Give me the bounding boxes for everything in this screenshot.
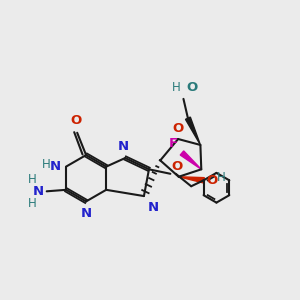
Text: O: O — [206, 174, 218, 187]
Text: N: N — [118, 140, 129, 153]
Text: O: O — [70, 114, 81, 128]
Text: H: H — [28, 173, 37, 186]
Text: N: N — [80, 207, 92, 220]
Polygon shape — [185, 117, 200, 145]
Text: N: N — [33, 185, 44, 198]
Text: O: O — [172, 122, 184, 135]
Text: H: H — [42, 158, 51, 171]
Text: H: H — [28, 197, 37, 210]
Text: H: H — [172, 80, 181, 94]
Text: N: N — [50, 160, 61, 173]
Text: H: H — [217, 171, 226, 184]
Text: O: O — [171, 160, 182, 173]
Text: O: O — [186, 80, 198, 94]
Polygon shape — [180, 151, 201, 169]
Text: N: N — [148, 200, 159, 214]
Text: F: F — [168, 137, 178, 150]
Polygon shape — [179, 177, 204, 183]
